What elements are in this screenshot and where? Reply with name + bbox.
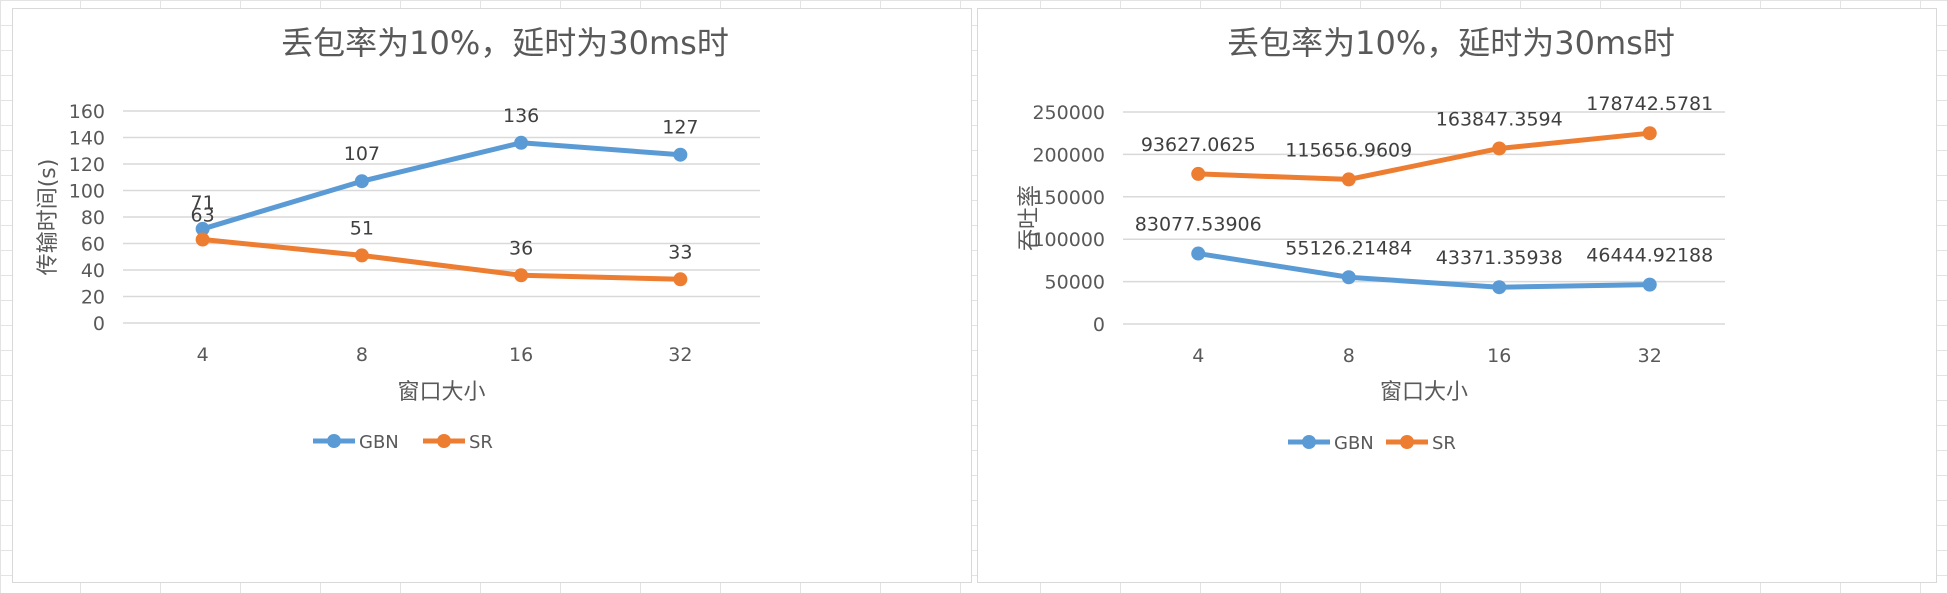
x-tick-label: 4 <box>1192 345 1204 367</box>
data-point-sr <box>514 268 529 283</box>
y-tick-label: 0 <box>1093 314 1105 336</box>
legend-label: GBN <box>359 432 399 453</box>
legend-swatch-marker <box>437 434 451 448</box>
series-line-sr <box>200 237 683 282</box>
data-point-sr <box>1341 172 1356 187</box>
data-label-gbn: 127 <box>662 117 698 139</box>
data-label-gbn: 55126.21484 <box>1285 237 1412 259</box>
chart-title: 丢包率为10%，延时为30ms时 <box>281 24 729 62</box>
legend-swatch-marker <box>327 434 341 448</box>
data-point-gbn <box>673 147 688 162</box>
data-label-sr: 51 <box>350 217 374 239</box>
y-tick-label: 100 <box>69 181 105 203</box>
x-tick-label: 8 <box>356 344 368 366</box>
y-tick-label: 250000 <box>1032 102 1105 124</box>
data-point-gbn <box>1642 277 1657 292</box>
data-label-sr: 163847.3594 <box>1436 108 1563 130</box>
data-point-sr <box>195 232 210 247</box>
data-label-sr: 63 <box>191 205 215 227</box>
data-point-sr <box>1642 126 1657 141</box>
y-tick-label: 140 <box>69 128 105 150</box>
legend-swatch-marker <box>1400 435 1414 449</box>
chart-throughput: 丢包率为10%，延时为30ms时 0 50000 100000 150000 200000… <box>977 8 1937 583</box>
data-label-gbn: 107 <box>344 143 380 165</box>
y-tick-label: 100000 <box>1032 229 1105 251</box>
data-label-sr: 93627.0625 <box>1141 134 1256 156</box>
data-point-sr <box>354 248 369 263</box>
chart-canvas-transmission-time: 丢包率为10%，延时为30ms时 0 20 40 60 80 100 120 140 160 4 8 1… <box>36 24 760 453</box>
y-tick-label: 60 <box>81 234 105 256</box>
x-tick-label: 16 <box>1487 345 1511 367</box>
x-tick-label: 8 <box>1343 345 1355 367</box>
series-line-gbn <box>200 140 683 232</box>
legend-label: GBN <box>1334 433 1374 454</box>
y-tick-label: 120 <box>69 154 105 176</box>
x-tick-label: 32 <box>1638 345 1662 367</box>
data-label-gbn: 136 <box>503 105 539 127</box>
data-point-gbn <box>1492 280 1507 295</box>
data-point-gbn <box>1191 246 1206 261</box>
data-point-gbn <box>354 174 369 189</box>
legend-label: SR <box>469 432 493 453</box>
legend-item-gbn: GBN <box>313 432 399 453</box>
series-line-sr <box>1195 130 1653 182</box>
data-label-sr: 33 <box>668 241 692 263</box>
data-label-gbn: 46444.92188 <box>1586 245 1713 267</box>
y-tick-label: 150000 <box>1032 187 1105 209</box>
y-axis-title: 吞吐率 <box>1017 185 1042 251</box>
data-label-gbn: 83077.53906 <box>1135 214 1262 236</box>
chart-canvas-throughput: 丢包率为10%，延时为30ms时 0 50000 100000 150000 200000… <box>1017 24 1725 454</box>
y-axis-title: 传输时间(s) <box>36 159 61 276</box>
data-point-sr <box>673 272 688 287</box>
x-tick-label: 32 <box>668 344 692 366</box>
y-tick-label: 50000 <box>1045 272 1105 294</box>
y-tick-label: 200000 <box>1032 144 1105 166</box>
x-tick-label: 4 <box>197 344 209 366</box>
data-label-gbn: 43371.35938 <box>1436 247 1563 269</box>
x-axis-title: 窗口大小 <box>1380 380 1468 405</box>
y-tick-label: 20 <box>81 287 105 309</box>
x-tick-label: 16 <box>509 344 533 366</box>
data-point-gbn <box>1341 270 1356 285</box>
data-point-sr <box>1191 166 1206 181</box>
data-label-sr: 115656.9609 <box>1285 139 1412 161</box>
legend-item-sr: SR <box>423 432 493 453</box>
chart-transmission-time: 丢包率为10%，延时为30ms时 0 20 40 60 80 100 120 140 160 4 8 1… <box>12 8 972 583</box>
y-tick-label: 80 <box>81 207 105 229</box>
data-label-sr: 36 <box>509 237 533 259</box>
data-point-gbn <box>195 221 210 236</box>
legend-label: SR <box>1432 433 1456 454</box>
legend-item-gbn: GBN <box>1288 433 1374 454</box>
y-tick-label: 160 <box>69 101 105 123</box>
y-tick-label: 0 <box>93 313 105 335</box>
data-point-gbn <box>514 135 529 150</box>
legend-item-sr: SR <box>1386 433 1456 454</box>
x-axis-title: 窗口大小 <box>397 380 485 405</box>
series-line-gbn <box>1195 251 1653 290</box>
data-point-sr <box>1492 141 1507 156</box>
data-label-gbn: 71 <box>191 192 215 214</box>
chart-title: 丢包率为10%，延时为30ms时 <box>1227 24 1675 62</box>
y-tick-label: 40 <box>81 260 105 282</box>
data-label-sr: 178742.5781 <box>1586 93 1713 115</box>
legend-swatch-marker <box>1302 435 1316 449</box>
